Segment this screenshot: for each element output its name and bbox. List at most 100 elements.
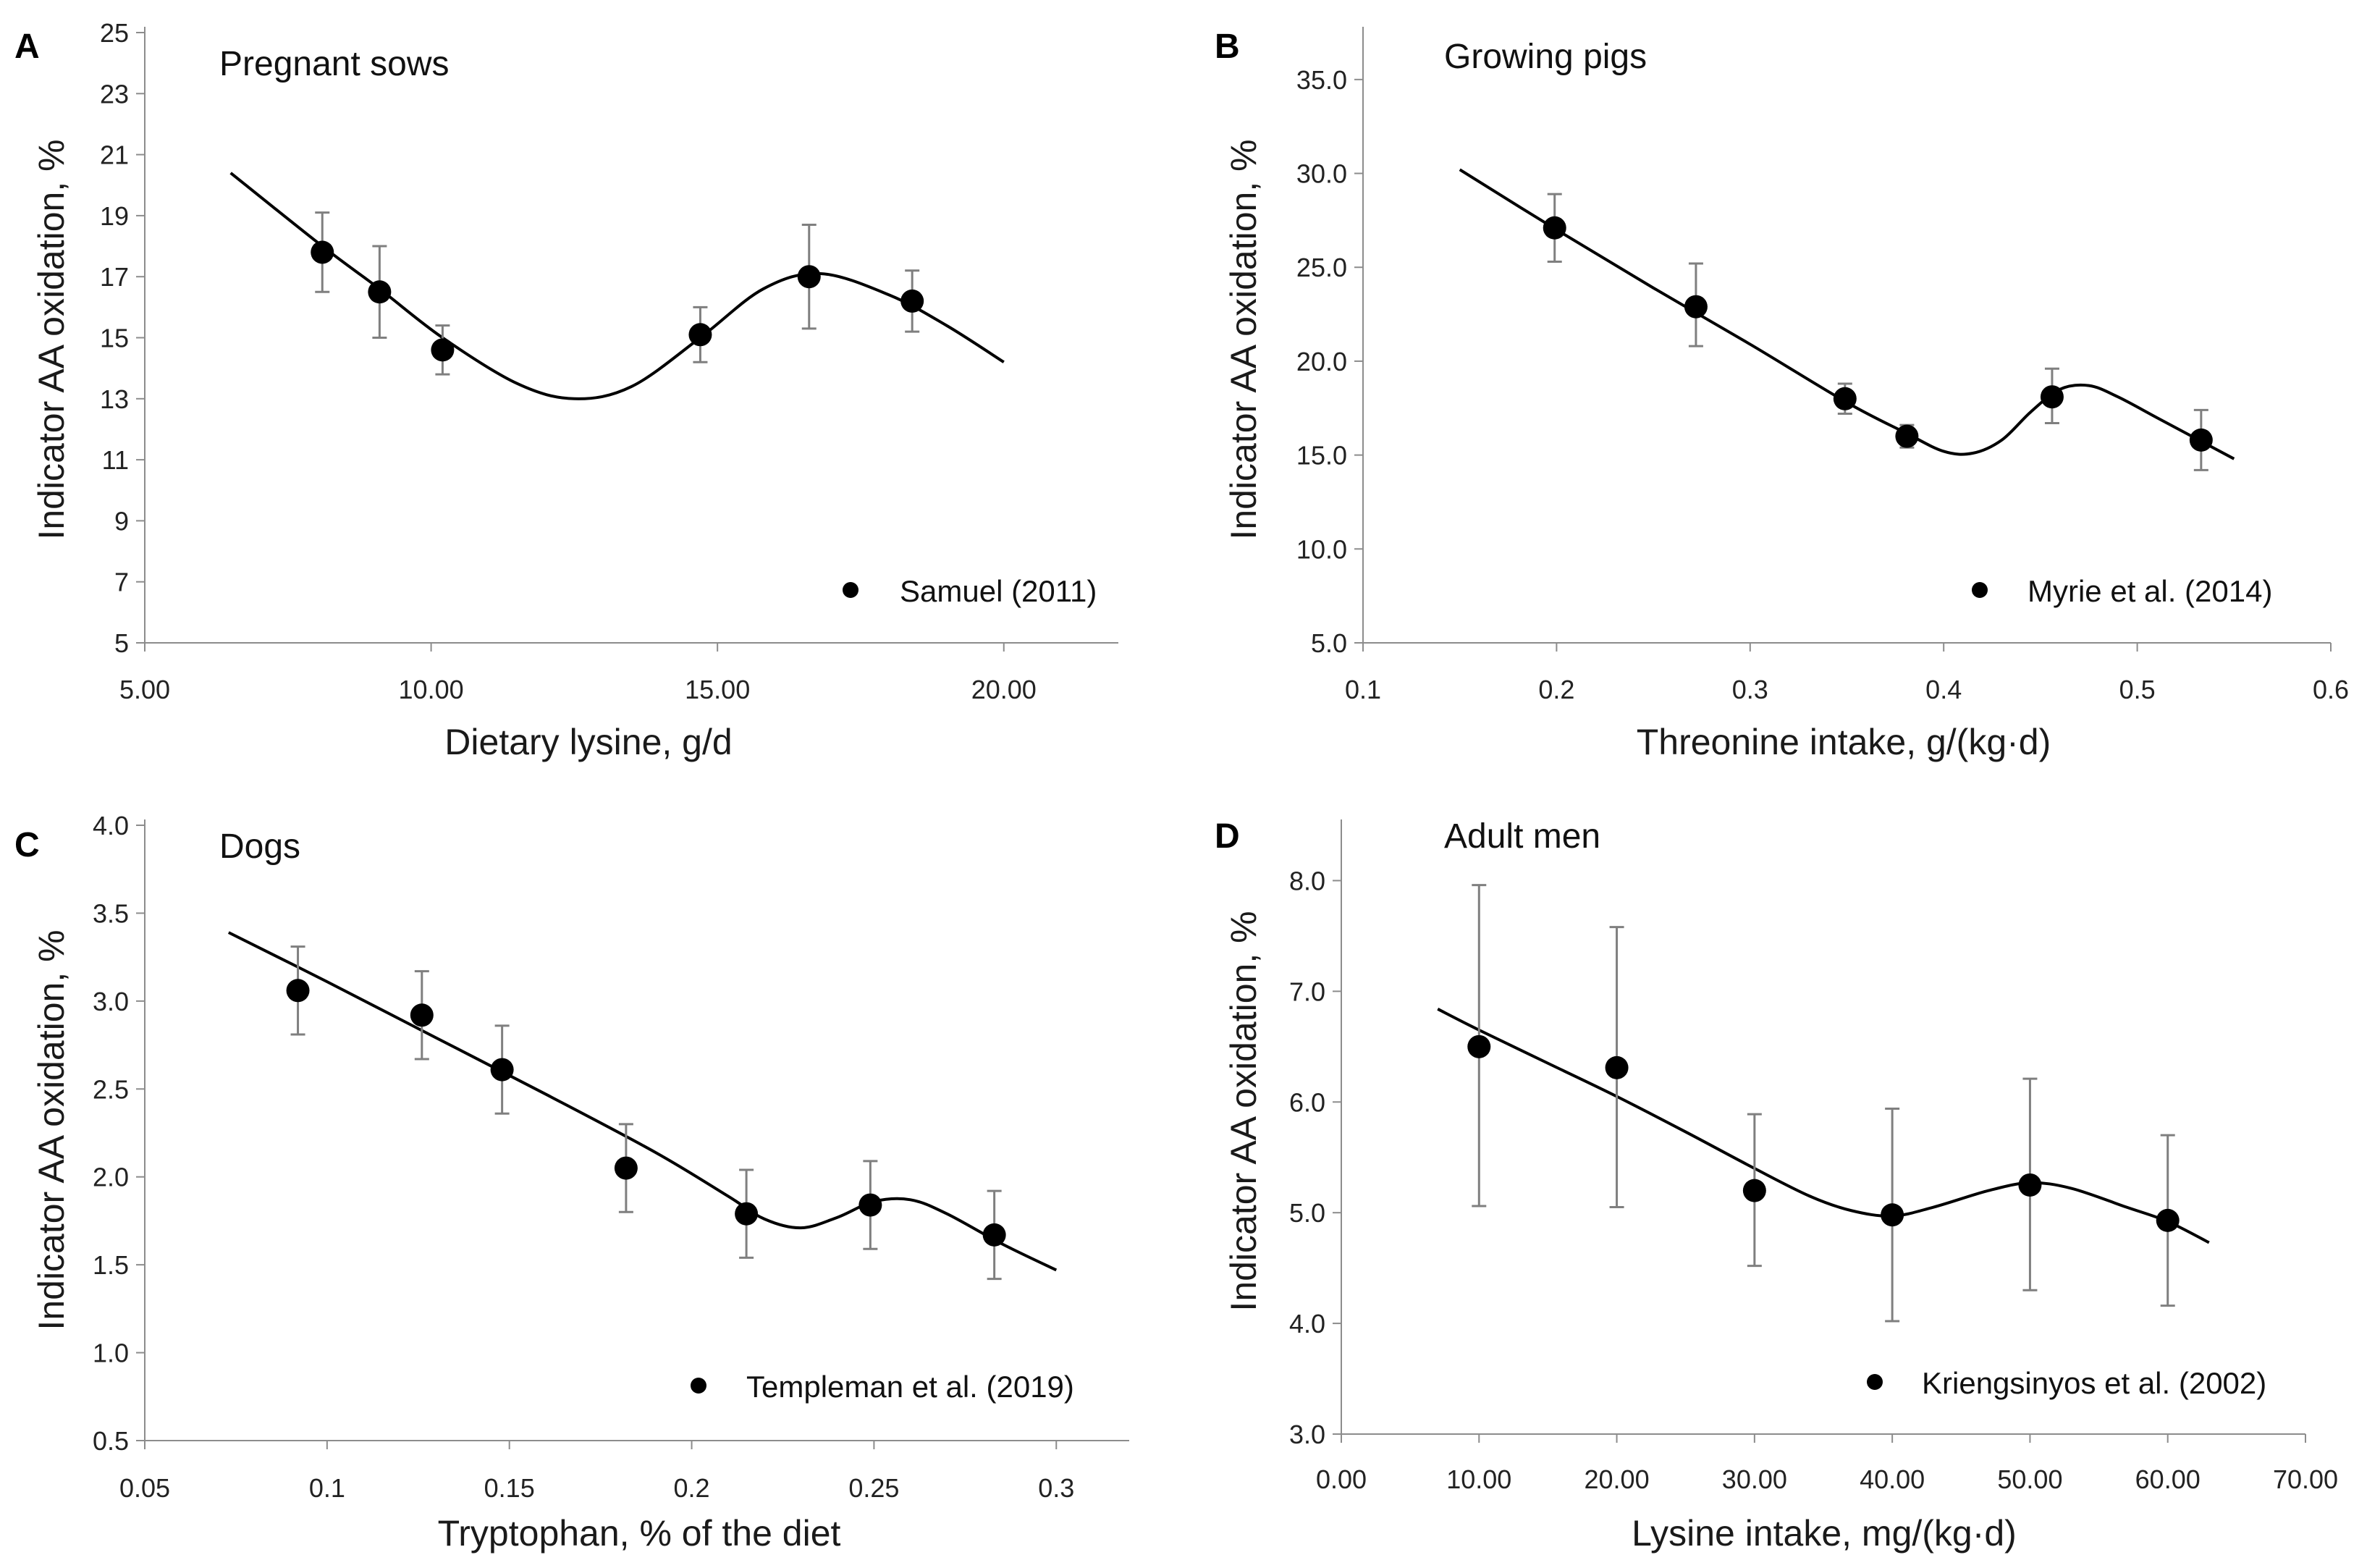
panel-letter: D	[1215, 817, 1240, 856]
data-point	[1833, 387, 1857, 410]
panel-letter: A	[14, 28, 40, 66]
y-tick-label: 5.0	[1289, 1198, 1325, 1228]
x-tick-label: 20.00	[1585, 1464, 1650, 1494]
y-tick-label: 35.0	[1296, 65, 1347, 95]
data-point	[614, 1156, 638, 1180]
data-point	[2018, 1173, 2042, 1197]
data-point	[431, 338, 455, 362]
y-tick-label: 4.0	[1289, 1309, 1325, 1339]
y-tick-label: 15	[100, 324, 129, 353]
y-tick-label: 4.0	[93, 811, 129, 840]
x-tick-label: 0.3	[1732, 675, 1768, 704]
y-tick-label: 15.0	[1296, 441, 1347, 471]
y-tick-label: 7	[114, 568, 129, 597]
legend-marker	[691, 1378, 706, 1394]
x-tick-label: 20.00	[971, 675, 1037, 704]
panel-c: C Dogs Tryptophan, % of the diet Indicat…	[14, 811, 1129, 1554]
x-axis-title: Lysine intake, mg/(kg·d)	[1632, 1513, 2017, 1554]
panel-title: Dogs	[219, 827, 300, 866]
x-tick-label: 0.4	[1925, 675, 1962, 704]
y-tick-label: 7.0	[1289, 977, 1325, 1006]
fitted-curve	[229, 172, 1005, 400]
panel-d: D Adult men Lysine intake, mg/(kg·d) Ind…	[1215, 817, 2338, 1554]
x-tick-label: 0.2	[1538, 675, 1574, 704]
legend-label: Myrie et al. (2014)	[2028, 574, 2272, 608]
x-tick-label: 5.00	[119, 675, 170, 704]
data-point	[858, 1193, 882, 1217]
x-tick-label: 0.15	[484, 1473, 535, 1503]
data-point	[1543, 216, 1566, 240]
fitted-curve	[1459, 168, 2235, 460]
x-tick-label: 0.00	[1316, 1464, 1367, 1494]
x-tick-label: 0.2	[674, 1473, 710, 1503]
y-tick-label: 23	[100, 79, 129, 109]
y-tick-label: 5.0	[1311, 628, 1347, 658]
y-tick-label: 10.0	[1296, 534, 1347, 564]
data-point	[688, 323, 712, 347]
y-tick-label: 13	[100, 384, 129, 414]
y-tick-label: 8.0	[1289, 866, 1325, 895]
y-tick-label: 0.5	[93, 1426, 129, 1456]
y-tick-label: 5	[114, 628, 129, 658]
x-tick-label: 0.05	[119, 1473, 170, 1503]
x-tick-label: 10.00	[1446, 1464, 1511, 1494]
legend-label: Templeman et al. (2019)	[746, 1370, 1074, 1404]
panel-title: Adult men	[1444, 817, 1600, 856]
y-axis-title: Indicator AA oxidation, %	[1223, 139, 1264, 539]
x-tick-label: 0.5	[2119, 675, 2156, 704]
y-tick-label: 25.0	[1296, 253, 1347, 282]
panel-letter: C	[14, 826, 40, 864]
fitted-curve	[1437, 1008, 2210, 1244]
y-axis-title: Indicator AA oxidation, %	[1223, 911, 1264, 1311]
x-axis-title: Threonine intake, g/(kg·d)	[1637, 722, 2051, 762]
data-point	[797, 265, 821, 289]
y-tick-label: 2.5	[93, 1074, 129, 1104]
data-point	[2156, 1208, 2180, 1232]
data-point	[1605, 1055, 1629, 1079]
panel-a: A Pregnant sows Dietary lysine, g/d Indi…	[14, 18, 1118, 762]
panel-letter: B	[1215, 28, 1240, 66]
y-tick-label: 9	[114, 506, 129, 536]
data-point	[2189, 428, 2213, 452]
panel-title: Pregnant sows	[219, 45, 450, 83]
legend-marker	[843, 582, 858, 598]
y-tick-label: 3.0	[1289, 1420, 1325, 1449]
x-tick-label: 0.1	[309, 1473, 345, 1503]
fitted-curve	[227, 931, 1058, 1272]
x-tick-label: 40.00	[1860, 1464, 1925, 1494]
legend-label: Samuel (2011)	[900, 574, 1097, 608]
panel-b: B Growing pigs Threonine intake, g/(kg·d…	[1215, 27, 2349, 762]
y-tick-label: 3.5	[93, 898, 129, 928]
data-point	[900, 289, 924, 313]
x-axis-title: Tryptophan, % of the diet	[438, 1513, 841, 1554]
y-axis-title: Indicator AA oxidation, %	[31, 139, 72, 539]
x-tick-label: 0.25	[848, 1473, 899, 1503]
data-point	[735, 1202, 759, 1226]
data-point	[1895, 424, 1919, 448]
y-tick-label: 6.0	[1289, 1087, 1325, 1117]
y-tick-label: 19	[100, 201, 129, 231]
x-tick-label: 0.3	[1038, 1473, 1074, 1503]
x-tick-label: 15.00	[685, 675, 750, 704]
data-point	[2040, 385, 2064, 409]
data-point	[311, 240, 334, 264]
y-tick-label: 21	[100, 140, 129, 170]
x-tick-label: 0.6	[2313, 675, 2349, 704]
data-point	[1742, 1179, 1766, 1202]
panel-title: Growing pigs	[1444, 38, 1647, 76]
y-tick-label: 17	[100, 262, 129, 292]
y-tick-label: 20.0	[1296, 347, 1347, 376]
y-axis-title: Indicator AA oxidation, %	[31, 930, 72, 1330]
data-point	[490, 1058, 514, 1082]
data-point	[1467, 1034, 1491, 1058]
y-tick-label: 2.0	[93, 1163, 129, 1192]
legend-marker	[1972, 582, 1988, 598]
data-point	[1881, 1203, 1904, 1227]
x-tick-label: 50.00	[1997, 1464, 2062, 1494]
x-tick-label: 0.1	[1345, 675, 1381, 704]
y-tick-label: 11	[102, 445, 129, 475]
data-point	[286, 979, 310, 1003]
x-tick-label: 70.00	[2273, 1464, 2338, 1494]
legend-label: Kriengsinyos et al. (2002)	[1922, 1366, 2266, 1400]
data-point	[982, 1223, 1006, 1247]
